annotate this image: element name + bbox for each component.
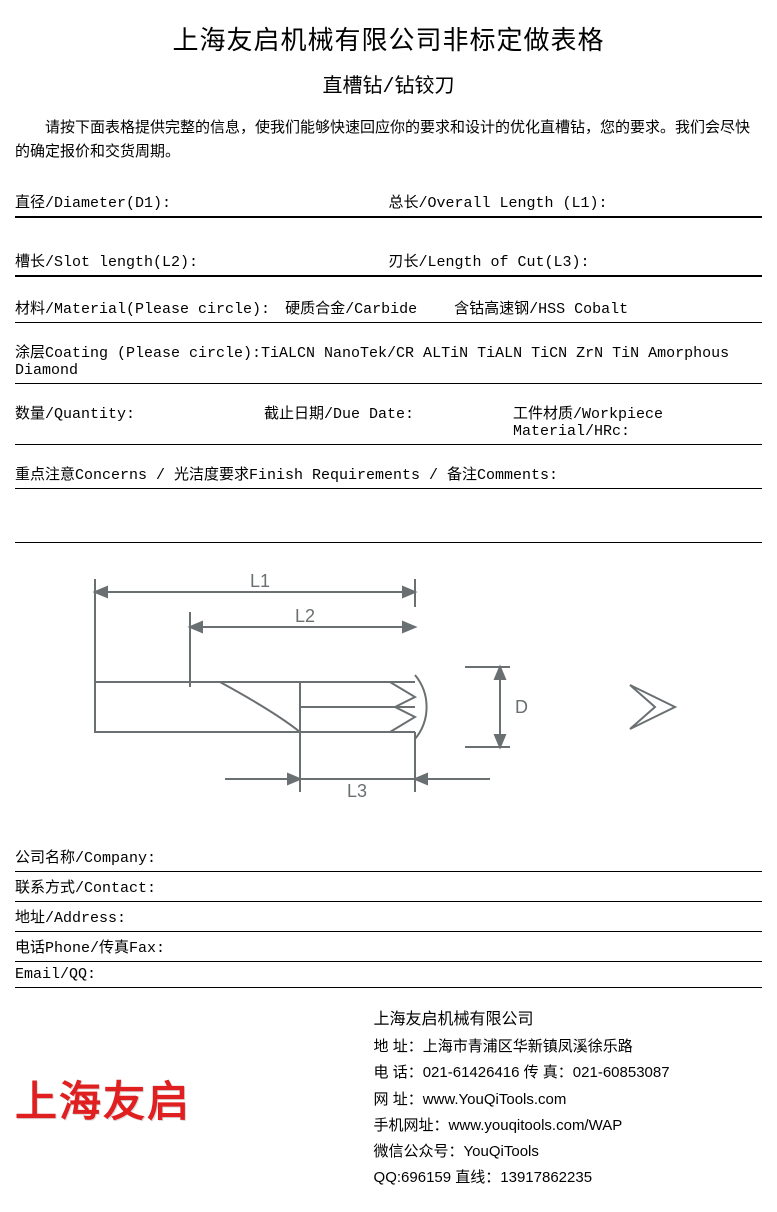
page-title: 上海友启机械有限公司非标定做表格 <box>15 20 762 57</box>
field-contact: 联系方式/Contact: <box>15 872 762 902</box>
page-subtitle: 直槽钻/钻铰刀 <box>15 69 762 99</box>
footer-company-name: 上海友启机械有限公司 <box>374 1006 762 1034</box>
diagram-label-l2: L2 <box>295 606 315 626</box>
tool-diagram: L1 L2 D <box>85 567 762 812</box>
field-workpiece-label: 工件材质/Workpiece Material/HRc: <box>513 402 762 440</box>
field-company: 公司名称/Company: <box>15 842 762 872</box>
concerns-blank-line <box>15 539 762 543</box>
field-concerns: 重点注意Concerns / 光洁度要求Finish Requirements … <box>15 459 762 489</box>
material-option-hss: 含钴高速钢/HSS Cobalt <box>454 301 628 318</box>
footer-phone-fax: 电 话：021-61426416 传 真：021-60853087 <box>374 1060 762 1086</box>
diagram-label-l1: L1 <box>250 571 270 591</box>
field-slot-length-label: 槽长/Slot length(L2): <box>15 246 389 275</box>
diagram-label-l3: L3 <box>347 781 367 801</box>
field-phone-fax: 电话Phone/传真Fax: <box>15 932 762 962</box>
footer-wechat: 微信公众号：YouQiTools <box>374 1139 762 1165</box>
field-coating: 涂层Coating (Please circle):TiALCN NanoTek… <box>15 337 762 384</box>
field-address: 地址/Address: <box>15 902 762 932</box>
material-option-carbide: 硬质合金/Carbide <box>285 301 417 318</box>
field-due-date-label: 截止日期/Due Date: <box>264 402 513 440</box>
field-diameter-label: 直径/Diameter(D1): <box>15 187 389 216</box>
diagram-label-d: D <box>515 697 528 717</box>
field-overall-length-label: 总长/Overall Length (L1): <box>389 187 763 216</box>
field-email-qq: Email/QQ: <box>15 962 762 988</box>
field-material-label: 材料/Material(Please circle): <box>15 301 270 318</box>
footer-qq-direct: QQ:696159 直线：13917862235 <box>374 1165 762 1191</box>
field-quantity-label: 数量/Quantity: <box>15 402 264 440</box>
footer-mobile-site: 手机网址：www.youqitools.com/WAP <box>374 1113 762 1139</box>
footer-website: 网 址：www.YouQiTools.com <box>374 1087 762 1113</box>
footer-address: 地 址：上海市青浦区华新镇凤溪徐乐路 <box>374 1034 762 1060</box>
field-cut-length-label: 刃长/Length of Cut(L3): <box>389 246 763 275</box>
intro-text: 请按下面表格提供完整的信息，使我们能够快速回应你的要求和设计的优化直槽钻，您的要… <box>15 117 762 165</box>
company-logo: 上海友启 <box>15 1068 191 1129</box>
